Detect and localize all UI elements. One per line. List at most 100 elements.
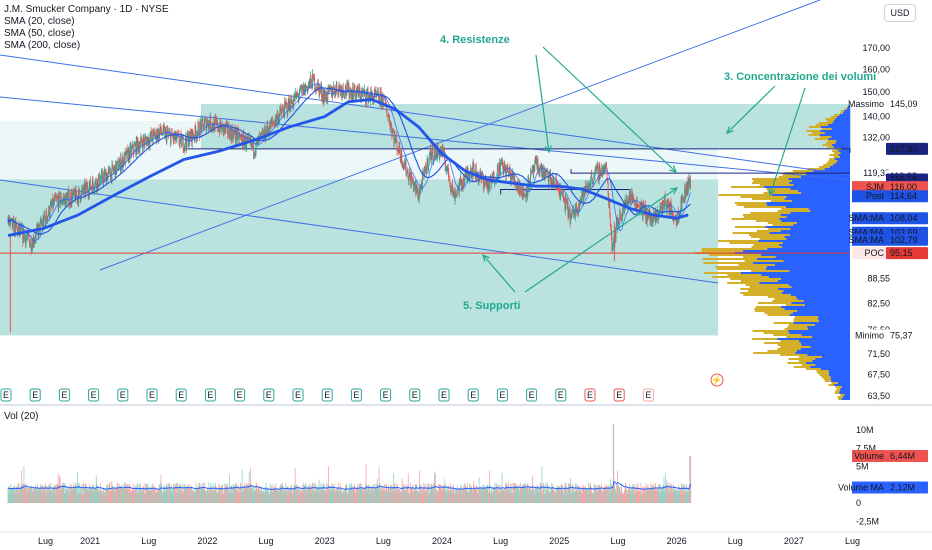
volume-bar <box>225 488 227 503</box>
candle-down <box>354 84 356 93</box>
candle-down <box>521 184 523 198</box>
volume-bar <box>350 487 352 503</box>
volume-bar <box>644 486 646 503</box>
candle-up <box>408 175 410 182</box>
legend-title[interactable]: J.M. Smucker Company · 1D · NYSE <box>4 4 169 15</box>
candle-up <box>496 177 498 180</box>
candle-up <box>41 223 43 225</box>
candle-down <box>117 160 119 171</box>
candle-down <box>365 101 367 103</box>
legend-sma50[interactable]: SMA (50, close) <box>4 28 75 39</box>
candle-down <box>573 209 575 218</box>
volume-bar <box>633 484 635 503</box>
candle-up <box>662 200 663 214</box>
volume-profile-bar-down <box>731 185 764 188</box>
candle-down <box>403 163 405 167</box>
candle-up <box>414 182 416 183</box>
volume-profile-bar-up <box>839 389 850 392</box>
volume-pane-title[interactable]: Vol (20) <box>4 411 39 422</box>
volume-bar <box>7 487 9 503</box>
volume-bar <box>395 483 397 503</box>
volume-bar <box>609 489 610 503</box>
volume-bar <box>618 486 620 503</box>
volume-bar <box>153 488 155 503</box>
volume-bar <box>357 488 359 503</box>
candle-down <box>45 217 46 224</box>
candle-up <box>499 163 500 176</box>
candle-up <box>42 219 44 226</box>
candle-up <box>61 201 63 203</box>
legend-sma200[interactable]: SMA (200, close) <box>4 40 81 51</box>
candle-up <box>156 131 158 138</box>
volume-bar <box>122 484 124 503</box>
volume-bar <box>449 491 450 503</box>
volume-profile-bar-down <box>740 291 782 294</box>
volume-bar <box>633 487 635 503</box>
volume-bar <box>513 494 515 503</box>
currency-button[interactable]: USD <box>884 4 916 22</box>
candle-up <box>136 138 138 154</box>
candle-up <box>552 176 554 185</box>
volume-bar <box>506 482 508 503</box>
earnings-marker-label: E <box>91 390 97 400</box>
volume-profile-bar-up <box>839 155 850 158</box>
candle-down <box>145 137 147 140</box>
candle-down <box>198 123 200 136</box>
volume-profile-bar-up <box>847 105 850 108</box>
volume-bar <box>196 487 198 503</box>
volume-bar <box>269 483 271 503</box>
candle-down <box>66 196 67 205</box>
volume-bar <box>105 488 107 503</box>
candle-down <box>208 120 210 124</box>
volume-bar <box>54 485 56 503</box>
candle-up <box>349 95 350 98</box>
volume-profile-bar-up <box>840 387 850 390</box>
candle-up <box>508 172 510 177</box>
volume-profile-bar-up <box>810 365 850 368</box>
volume-bar <box>46 491 48 503</box>
volume-bar <box>645 483 647 503</box>
resistance-line-127 <box>183 148 851 153</box>
candle-up <box>590 179 592 189</box>
volume-bar <box>430 485 432 503</box>
candle-up <box>659 206 661 215</box>
candle-down <box>634 204 636 210</box>
volume-profile-bar-up <box>819 133 850 136</box>
volume-bar <box>38 489 40 503</box>
candle-down <box>411 176 413 183</box>
candle-down <box>623 208 625 211</box>
candle-down <box>260 132 262 135</box>
candle-down <box>312 74 314 75</box>
candle-down <box>463 177 465 185</box>
volume-profile-bar-down <box>819 135 832 138</box>
volume-bar <box>439 484 441 503</box>
volume-bar <box>12 488 14 503</box>
volume-bar <box>37 483 38 503</box>
candle-down <box>153 130 155 132</box>
volume-bar <box>646 490 648 503</box>
volume-bar <box>401 478 403 503</box>
volume-bar <box>93 488 95 503</box>
candle-up <box>302 86 303 89</box>
volume-bar <box>566 488 568 503</box>
volume-bar <box>347 494 349 503</box>
volume-bar <box>192 492 194 503</box>
legend-sma20[interactable]: SMA (20, close) <box>4 16 75 27</box>
volume-bar <box>211 487 213 503</box>
candle-down <box>517 184 519 189</box>
candle-down <box>374 91 376 95</box>
volume-bar <box>193 491 195 503</box>
candle-down <box>587 184 589 191</box>
volume-bar <box>372 485 373 503</box>
volume-bar <box>234 486 236 503</box>
volume-bar <box>614 490 616 503</box>
volume-bar <box>550 490 552 503</box>
volume-bar <box>327 491 329 503</box>
volume-bar <box>404 485 406 503</box>
candle-up <box>119 157 121 164</box>
candle-down <box>438 150 440 158</box>
candle-down <box>19 227 21 233</box>
candle-down <box>149 143 150 146</box>
volume-bar <box>291 488 293 503</box>
